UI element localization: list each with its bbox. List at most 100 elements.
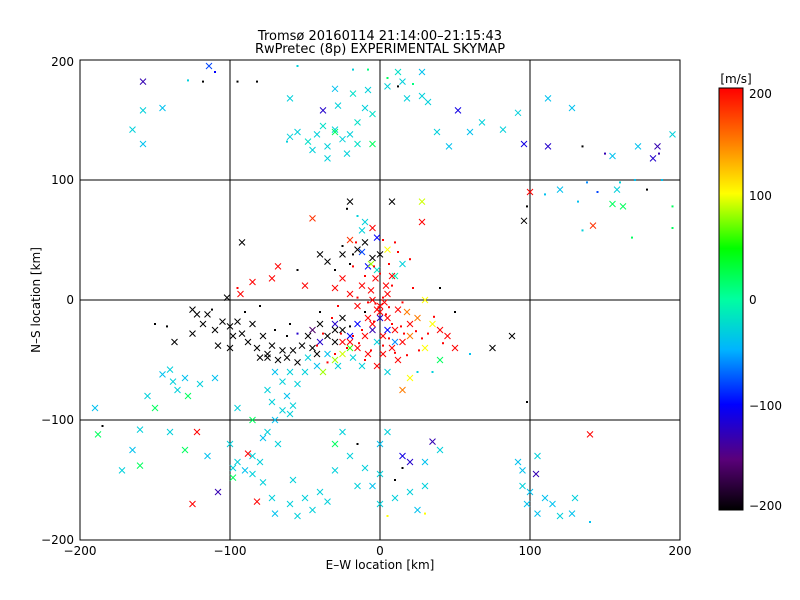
data-point-cross <box>349 354 357 361</box>
data-point-cross <box>406 374 414 382</box>
data-point-cross <box>373 338 381 346</box>
data-point-cross <box>421 296 429 304</box>
data-point-cross <box>354 119 361 126</box>
data-point-cross <box>229 464 237 472</box>
data-point-cross <box>226 440 234 448</box>
data-point-cross <box>556 186 564 193</box>
data-point-dot <box>388 337 390 340</box>
data-point-cross <box>418 68 426 76</box>
data-point-cross <box>369 140 376 148</box>
data-point-cross <box>189 306 196 313</box>
data-point-cross <box>301 368 309 376</box>
data-point-cross <box>354 302 361 310</box>
data-point-cross <box>184 392 192 400</box>
colorbar-tick-label: −200 <box>749 499 782 513</box>
data-point-cross <box>259 479 267 486</box>
data-point-cross <box>388 272 396 280</box>
data-point-cross <box>514 458 522 466</box>
grid-lines <box>80 60 680 540</box>
data-point-cross <box>139 107 147 114</box>
data-point-cross <box>268 342 276 349</box>
data-point-dot <box>355 241 357 244</box>
data-point-cross <box>171 338 178 346</box>
data-point-cross <box>241 467 249 474</box>
data-point-dot <box>634 179 636 181</box>
data-point-cross <box>283 354 291 361</box>
data-point-dot <box>415 330 417 333</box>
data-point-cross <box>361 218 369 226</box>
chart-subtitle: RwPretec (8p) EXPERIMENTAL SKYMAP <box>255 42 505 57</box>
data-point-dot <box>349 263 351 265</box>
data-point-cross <box>189 500 196 508</box>
data-point-dot <box>544 193 546 196</box>
data-point-cross <box>373 234 381 241</box>
data-point-cross <box>309 146 316 154</box>
data-point-cross <box>151 404 159 412</box>
data-point-cross <box>451 344 459 352</box>
data-point-dot <box>604 152 606 155</box>
data-point-cross <box>189 330 196 337</box>
data-point-dot <box>202 80 204 83</box>
y-tick-label: 200 <box>51 55 74 69</box>
data-point-cross <box>361 464 369 472</box>
data-point-dot <box>358 342 360 345</box>
data-point-cross <box>271 368 279 376</box>
data-point-cross <box>211 326 219 334</box>
data-point-dot <box>454 311 456 313</box>
data-point-cross <box>331 338 339 346</box>
data-point-dot <box>589 521 591 523</box>
data-point-cross <box>229 332 237 340</box>
data-point-dot <box>373 265 375 268</box>
data-point-cross <box>238 239 246 246</box>
data-point-cross <box>394 306 402 313</box>
data-point-cross <box>339 326 346 334</box>
data-point-cross <box>129 446 136 454</box>
data-point-dot <box>346 347 348 349</box>
data-point-cross <box>649 155 657 162</box>
data-point-cross <box>294 512 301 520</box>
data-point-cross <box>289 402 297 409</box>
chart-title: Tromsø 20160114 21:14:00–21:15:43 <box>257 29 502 44</box>
data-point-cross <box>249 470 256 478</box>
data-point-cross <box>319 368 327 376</box>
data-point-cross <box>301 494 309 502</box>
data-point-dot <box>577 200 579 203</box>
data-point-cross <box>91 404 99 412</box>
data-point-cross <box>339 428 346 436</box>
data-point-cross <box>508 332 516 340</box>
data-point-cross <box>532 470 540 478</box>
data-point-cross <box>534 452 541 460</box>
data-point-cross <box>544 143 552 150</box>
data-point-cross <box>219 318 226 325</box>
data-point-cross <box>331 126 339 133</box>
data-point-cross <box>384 314 391 322</box>
data-point-cross <box>571 494 579 502</box>
data-point-cross <box>174 386 181 394</box>
data-point-cross <box>369 254 376 262</box>
data-point-cross <box>478 119 486 126</box>
data-point-dot <box>364 275 366 277</box>
data-point-cross <box>367 287 375 294</box>
data-point-dot <box>431 371 434 373</box>
data-point-cross <box>399 338 406 346</box>
data-point-cross <box>205 62 213 70</box>
data-point-cross <box>316 320 324 328</box>
data-point-dot <box>427 332 429 335</box>
data-point-cross <box>399 452 406 460</box>
data-point-cross <box>331 356 339 364</box>
data-point-dot <box>367 68 369 71</box>
data-point-cross <box>346 332 354 340</box>
x-tick-labels: −200 −100 0 100 200 <box>64 544 692 558</box>
x-tick-label: −100 <box>214 544 247 558</box>
data-point-cross <box>406 320 414 328</box>
data-point-cross <box>339 251 346 258</box>
data-point-cross <box>609 200 616 208</box>
data-point-cross <box>259 434 267 442</box>
data-point-cross <box>589 222 597 229</box>
colorbar: [m/s] 200 100 0 −100 −200 <box>718 72 782 513</box>
data-point-dot <box>289 323 291 325</box>
data-point-cross <box>339 135 346 143</box>
data-point-cross <box>324 332 331 340</box>
data-point-dot <box>379 272 381 275</box>
